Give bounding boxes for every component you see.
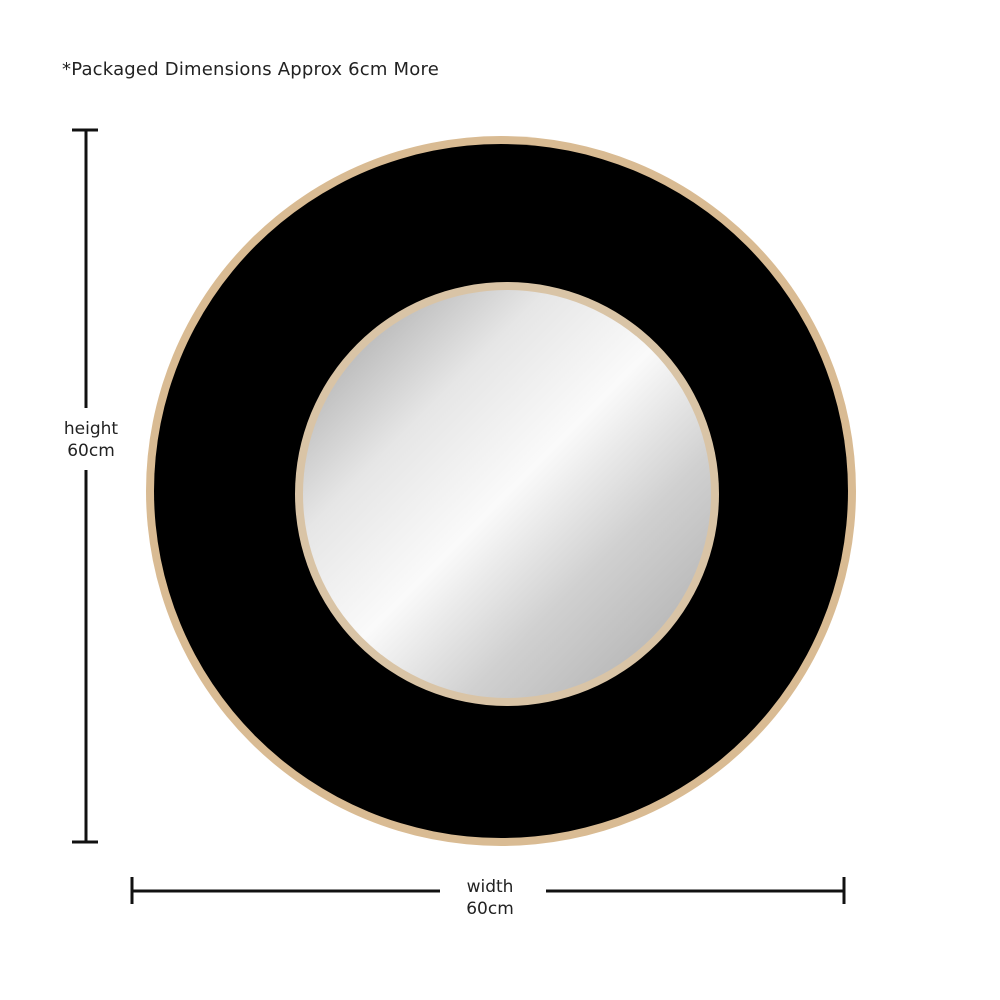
width-label-text: width (466, 877, 514, 897)
width-label: width 60cm (450, 876, 530, 920)
height-label-text: height (63, 419, 119, 439)
height-dimension-line (72, 128, 98, 844)
width-value: 60cm (466, 899, 514, 919)
packaged-dimensions-note: *Packaged Dimensions Approx 6cm More (62, 59, 439, 80)
height-label: height 60cm (56, 418, 126, 462)
width-dimension-line (130, 877, 846, 904)
height-value: 60cm (67, 441, 115, 461)
mirror-glass (303, 290, 711, 698)
